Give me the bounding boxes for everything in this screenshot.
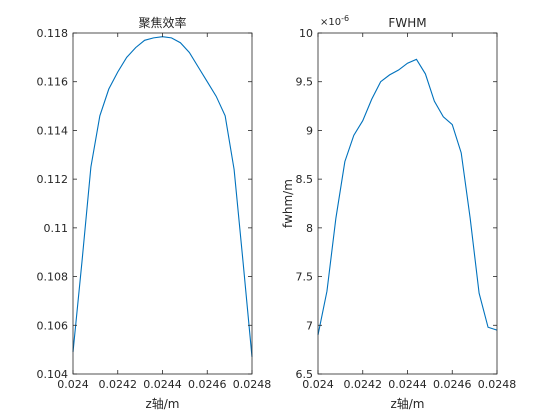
y-tick-label: 0.11 <box>44 222 69 235</box>
x-tick-label: 0.0242 <box>99 378 138 391</box>
chart-title: FWHM <box>388 16 426 30</box>
y-tick-label: 0.114 <box>37 124 69 137</box>
x-tick-label: 0.0244 <box>143 378 182 391</box>
series-line <box>72 36 253 358</box>
axes-box <box>72 32 253 375</box>
y-tick-label: 0.116 <box>37 76 69 89</box>
y-tick-label: 0.118 <box>37 27 69 40</box>
y-tick-label: 7.5 <box>296 271 314 284</box>
x-axis-label: z轴/m <box>145 396 179 411</box>
series-line <box>317 58 498 336</box>
y-tick-label: 0.112 <box>37 173 69 186</box>
y-tick-label: 8 <box>306 222 313 235</box>
y-tick-label: 10 <box>299 27 313 40</box>
x-tick-label: 0.0242 <box>344 378 383 391</box>
x-axis-label: z轴/m <box>390 396 424 411</box>
fwhm-subplot: 0.024 0.0242 0.0244 0.0246 0.0248 6.5 7 7.5 8 8.5… <box>281 14 516 411</box>
chart-title: 聚焦效率 <box>138 15 186 30</box>
x-tick-label: 0.024 <box>302 378 334 391</box>
y-tick-label: 8.5 <box>296 173 314 186</box>
y-exponent-label: ×10-6 <box>320 14 349 28</box>
y-tick-label: 0.106 <box>37 319 69 332</box>
y-tick-label: 6.5 <box>296 368 314 381</box>
x-tick-label: 0.024 <box>57 378 89 391</box>
axes-box <box>317 32 498 375</box>
x-tick-label: 0.0248 <box>478 378 517 391</box>
y-tick-label: 0.104 <box>37 368 69 381</box>
y-exponent-power: -6 <box>341 14 349 23</box>
efficiency-subplot: 0.024 0.0242 0.0244 0.0246 0.0248 0.104 0.106 0… <box>37 15 272 411</box>
x-tick-label: 0.0248 <box>233 378 272 391</box>
y-tick-label: 0.108 <box>37 271 69 284</box>
x-tick-label: 0.0246 <box>188 378 227 391</box>
y-axis-label: fwhm/m <box>281 179 295 228</box>
y-tick-label: 7 <box>306 319 313 332</box>
y-tick-label: 9.5 <box>296 76 314 89</box>
x-tick-label: 0.0246 <box>433 378 472 391</box>
x-tick-label: 0.0244 <box>388 378 427 391</box>
y-tick-label: 9 <box>306 124 313 137</box>
